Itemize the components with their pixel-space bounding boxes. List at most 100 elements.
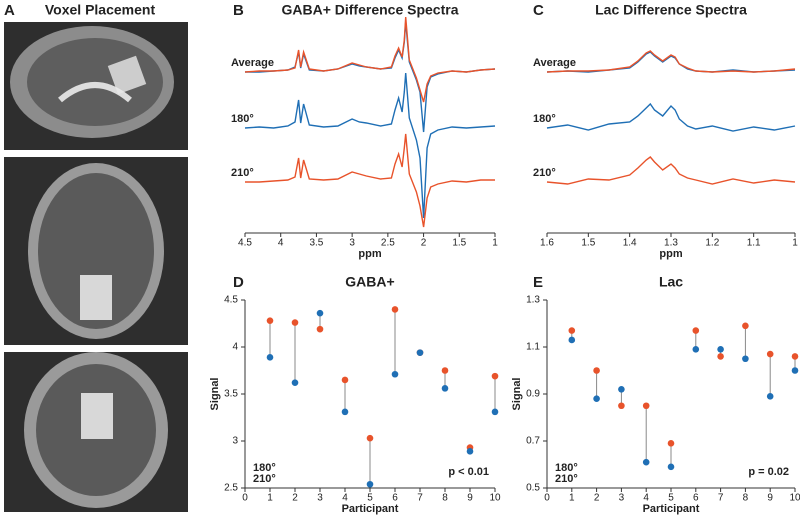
dot bbox=[316, 325, 324, 333]
y-tick-label: 1.3 bbox=[526, 295, 540, 306]
x-tick-label: 0 bbox=[544, 493, 550, 504]
dot bbox=[692, 346, 700, 353]
panel-letter: E bbox=[533, 274, 543, 291]
x-tick-label: 3 bbox=[619, 493, 625, 504]
x-tick-label: 2 bbox=[421, 238, 427, 249]
x-tick-label: 1.1 bbox=[747, 238, 761, 249]
x-axis-label: Participant bbox=[342, 503, 399, 515]
dot bbox=[366, 434, 374, 442]
y-axis-label: Signal bbox=[209, 377, 221, 410]
dot bbox=[593, 367, 600, 374]
dot bbox=[717, 346, 724, 353]
x-tick-label: 3.5 bbox=[309, 238, 323, 249]
dot bbox=[642, 402, 650, 410]
dot bbox=[316, 309, 324, 317]
dot bbox=[341, 376, 349, 384]
dot bbox=[766, 350, 774, 358]
series-label: 180° bbox=[231, 113, 254, 125]
panel-title: GABA+ Difference Spectra bbox=[281, 2, 458, 18]
panel-letter: D bbox=[233, 274, 244, 291]
x-tick-label: 1.6 bbox=[540, 238, 554, 249]
spectrum-line bbox=[244, 72, 496, 219]
dot bbox=[266, 354, 274, 361]
panel-title: Voxel Placement bbox=[45, 2, 156, 18]
legend-label: 210° bbox=[253, 473, 276, 485]
x-tick-label: 1.4 bbox=[623, 238, 637, 249]
x-tick-label: 8 bbox=[442, 493, 448, 504]
dot bbox=[366, 480, 374, 488]
y-tick-label: 0.7 bbox=[526, 436, 540, 447]
dot bbox=[692, 327, 700, 334]
x-tick-label: 1.2 bbox=[705, 238, 719, 249]
dot bbox=[441, 385, 449, 392]
x-tick-label: 8 bbox=[743, 493, 749, 504]
dot bbox=[291, 379, 299, 387]
dot bbox=[291, 319, 299, 326]
x-tick-label: 5 bbox=[668, 493, 674, 504]
mri-sagittal bbox=[4, 22, 188, 150]
annotation: p < 0.01 bbox=[448, 466, 489, 478]
x-tick-label: 7 bbox=[718, 493, 724, 504]
x-axis-label: Participant bbox=[643, 503, 700, 515]
x-tick-label: 1 bbox=[792, 238, 798, 249]
series-label: Average bbox=[231, 57, 274, 69]
y-tick-label: 2.5 bbox=[224, 483, 238, 494]
series-label: Average bbox=[533, 57, 576, 69]
y-tick-label: 4 bbox=[232, 342, 238, 353]
x-tick-label: 4.5 bbox=[238, 238, 252, 249]
x-tick-label: 1.5 bbox=[581, 238, 595, 249]
dot bbox=[416, 349, 424, 356]
y-tick-label: 1.1 bbox=[526, 342, 540, 353]
dot bbox=[766, 393, 774, 400]
spectrum-line bbox=[546, 156, 796, 185]
x-tick-label: 9 bbox=[467, 493, 473, 504]
panel-letter: C bbox=[533, 2, 544, 19]
panel-letter: B bbox=[233, 2, 244, 19]
x-tick-label: 1.5 bbox=[452, 238, 466, 249]
x-tick-label: 1 bbox=[569, 493, 575, 504]
dot bbox=[341, 408, 349, 416]
dot bbox=[742, 355, 749, 363]
mri-axial bbox=[4, 157, 188, 345]
x-tick-label: 3 bbox=[317, 493, 323, 504]
spectrum-line bbox=[244, 16, 496, 103]
legend-label: 180° bbox=[253, 462, 276, 474]
x-tick-label: 4 bbox=[342, 493, 348, 504]
annotation: p = 0.02 bbox=[748, 466, 789, 478]
x-tick-label: 9 bbox=[767, 493, 773, 504]
dot bbox=[266, 317, 274, 324]
x-tick-label: 6 bbox=[392, 493, 398, 504]
panel-title: GABA+ bbox=[345, 274, 394, 290]
dot bbox=[791, 367, 799, 374]
dot bbox=[466, 448, 474, 455]
x-tick-label: 10 bbox=[489, 493, 501, 504]
dot bbox=[667, 440, 675, 447]
legend-label: 180° bbox=[555, 462, 578, 474]
x-tick-label: 2.5 bbox=[381, 238, 395, 249]
panel-letter: A bbox=[4, 2, 15, 19]
x-tick-label: 2 bbox=[292, 493, 298, 504]
panel-title: Lac Difference Spectra bbox=[595, 2, 747, 18]
y-tick-label: 0.5 bbox=[526, 483, 540, 494]
mri-coronal bbox=[4, 352, 188, 512]
series-label: 210° bbox=[533, 167, 556, 179]
dot bbox=[491, 372, 499, 380]
y-axis-label: Signal bbox=[511, 377, 523, 410]
dot bbox=[491, 408, 499, 416]
series-label: 210° bbox=[231, 167, 254, 179]
dot bbox=[642, 458, 650, 466]
x-tick-label: 4 bbox=[643, 493, 649, 504]
y-tick-label: 3.5 bbox=[224, 389, 238, 400]
x-tick-label: 1 bbox=[267, 493, 273, 504]
spectrum-line bbox=[245, 21, 496, 133]
x-tick-label: 10 bbox=[789, 493, 800, 504]
x-tick-label: 6 bbox=[693, 493, 699, 504]
x-axis-label: ppm bbox=[659, 248, 682, 260]
dot bbox=[667, 463, 675, 471]
x-tick-label: 5 bbox=[367, 493, 373, 504]
dot bbox=[618, 386, 625, 393]
dot bbox=[593, 395, 600, 403]
x-tick-label: 2 bbox=[594, 493, 600, 504]
dot bbox=[391, 370, 399, 378]
